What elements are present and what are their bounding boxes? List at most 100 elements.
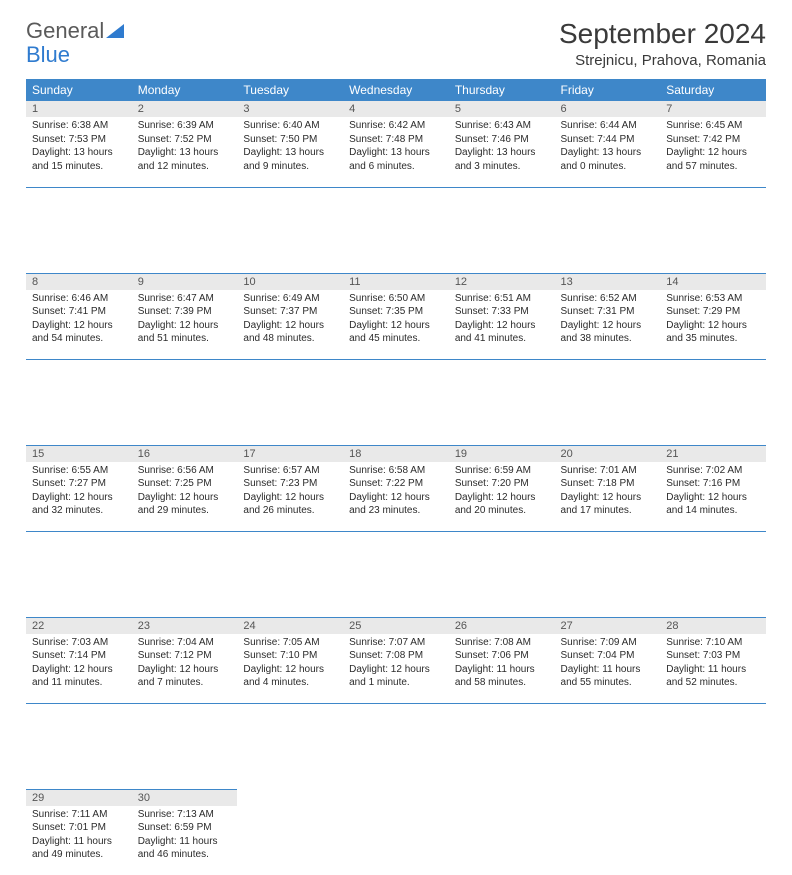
day-line: Sunrise: 6:39 AM	[138, 119, 232, 133]
day-cell: 22Sunrise: 7:03 AMSunset: 7:14 PMDayligh…	[26, 617, 132, 703]
day-body: Sunrise: 7:09 AMSunset: 7:04 PMDaylight:…	[555, 634, 661, 694]
day-line: and 15 minutes.	[32, 160, 126, 174]
day-body: Sunrise: 6:57 AMSunset: 7:23 PMDaylight:…	[237, 462, 343, 522]
day-body: Sunrise: 7:01 AMSunset: 7:18 PMDaylight:…	[555, 462, 661, 522]
day-line: Daylight: 12 hours	[243, 663, 337, 677]
day-line: Sunset: 7:20 PM	[455, 477, 549, 491]
day-number: 8	[26, 274, 132, 290]
day-line: Sunrise: 6:53 AM	[666, 292, 760, 306]
location: Strejnicu, Prahova, Romania	[559, 52, 766, 69]
day-line: and 4 minutes.	[243, 676, 337, 690]
day-line: Sunrise: 6:38 AM	[32, 119, 126, 133]
day-cell: 3Sunrise: 6:40 AMSunset: 7:50 PMDaylight…	[237, 101, 343, 187]
day-line: and 9 minutes.	[243, 160, 337, 174]
day-cell: 21Sunrise: 7:02 AMSunset: 7:16 PMDayligh…	[660, 445, 766, 531]
day-line: Sunrise: 6:46 AM	[32, 292, 126, 306]
day-line: Sunrise: 6:49 AM	[243, 292, 337, 306]
day-line: and 46 minutes.	[138, 848, 232, 862]
day-cell: 25Sunrise: 7:07 AMSunset: 7:08 PMDayligh…	[343, 617, 449, 703]
day-cell: 12Sunrise: 6:51 AMSunset: 7:33 PMDayligh…	[449, 273, 555, 359]
day-line: Daylight: 12 hours	[243, 319, 337, 333]
day-body: Sunrise: 6:56 AMSunset: 7:25 PMDaylight:…	[132, 462, 238, 522]
day-number: 6	[555, 101, 661, 117]
day-number: 20	[555, 446, 661, 462]
day-line: and 48 minutes.	[243, 332, 337, 346]
day-line: Daylight: 11 hours	[666, 663, 760, 677]
day-cell: 24Sunrise: 7:05 AMSunset: 7:10 PMDayligh…	[237, 617, 343, 703]
day-cell: 28Sunrise: 7:10 AMSunset: 7:03 PMDayligh…	[660, 617, 766, 703]
day-cell: 9Sunrise: 6:47 AMSunset: 7:39 PMDaylight…	[132, 273, 238, 359]
day-line: Sunrise: 6:59 AM	[455, 464, 549, 478]
day-cell: 23Sunrise: 7:04 AMSunset: 7:12 PMDayligh…	[132, 617, 238, 703]
week-row: 22Sunrise: 7:03 AMSunset: 7:14 PMDayligh…	[26, 617, 766, 703]
day-line: Sunrise: 6:40 AM	[243, 119, 337, 133]
day-cell: 29Sunrise: 7:11 AMSunset: 7:01 PMDayligh…	[26, 789, 132, 875]
day-line: Sunset: 7:16 PM	[666, 477, 760, 491]
day-line: Daylight: 12 hours	[561, 491, 655, 505]
day-line: Daylight: 11 hours	[138, 835, 232, 849]
day-line: Sunset: 7:22 PM	[349, 477, 443, 491]
page-title: September 2024	[559, 18, 766, 50]
day-line: Sunrise: 7:02 AM	[666, 464, 760, 478]
day-line: Sunrise: 6:45 AM	[666, 119, 760, 133]
day-line: Daylight: 12 hours	[138, 663, 232, 677]
day-number: 4	[343, 101, 449, 117]
day-number: 7	[660, 101, 766, 117]
day-number: 28	[660, 618, 766, 634]
day-line: Sunrise: 6:51 AM	[455, 292, 549, 306]
weekday-header: Wednesday	[343, 79, 449, 101]
day-line: and 29 minutes.	[138, 504, 232, 518]
day-line: Sunset: 7:01 PM	[32, 821, 126, 835]
day-number: 16	[132, 446, 238, 462]
day-line: Daylight: 12 hours	[455, 491, 549, 505]
week-row: 15Sunrise: 6:55 AMSunset: 7:27 PMDayligh…	[26, 445, 766, 531]
day-line: Daylight: 12 hours	[138, 319, 232, 333]
weekday-header: Saturday	[660, 79, 766, 101]
day-cell: 13Sunrise: 6:52 AMSunset: 7:31 PMDayligh…	[555, 273, 661, 359]
day-number: 26	[449, 618, 555, 634]
day-cell	[449, 789, 555, 875]
day-line: Sunrise: 7:01 AM	[561, 464, 655, 478]
day-line: Daylight: 13 hours	[561, 146, 655, 160]
day-cell: 2Sunrise: 6:39 AMSunset: 7:52 PMDaylight…	[132, 101, 238, 187]
day-line: Daylight: 12 hours	[455, 319, 549, 333]
day-number: 18	[343, 446, 449, 462]
day-number: 10	[237, 274, 343, 290]
day-line: Sunset: 6:59 PM	[138, 821, 232, 835]
day-line: Sunset: 7:18 PM	[561, 477, 655, 491]
day-number: 21	[660, 446, 766, 462]
weekday-header: Friday	[555, 79, 661, 101]
day-body: Sunrise: 6:40 AMSunset: 7:50 PMDaylight:…	[237, 117, 343, 177]
day-line: and 17 minutes.	[561, 504, 655, 518]
day-number: 30	[132, 790, 238, 806]
day-line: Sunset: 7:46 PM	[455, 133, 549, 147]
day-body: Sunrise: 6:47 AMSunset: 7:39 PMDaylight:…	[132, 290, 238, 350]
logo-part2: Blue	[26, 42, 70, 68]
day-cell: 19Sunrise: 6:59 AMSunset: 7:20 PMDayligh…	[449, 445, 555, 531]
logo-part1: General	[26, 18, 104, 44]
day-line: Sunset: 7:23 PM	[243, 477, 337, 491]
day-line: Daylight: 13 hours	[455, 146, 549, 160]
day-cell: 18Sunrise: 6:58 AMSunset: 7:22 PMDayligh…	[343, 445, 449, 531]
day-line: and 1 minute.	[349, 676, 443, 690]
day-number: 27	[555, 618, 661, 634]
day-body: Sunrise: 6:51 AMSunset: 7:33 PMDaylight:…	[449, 290, 555, 350]
day-line: Sunset: 7:41 PM	[32, 305, 126, 319]
day-cell: 15Sunrise: 6:55 AMSunset: 7:27 PMDayligh…	[26, 445, 132, 531]
day-number: 1	[26, 101, 132, 117]
day-number: 11	[343, 274, 449, 290]
day-body: Sunrise: 6:50 AMSunset: 7:35 PMDaylight:…	[343, 290, 449, 350]
day-line: Sunrise: 7:04 AM	[138, 636, 232, 650]
day-line: Daylight: 12 hours	[32, 663, 126, 677]
day-line: Sunrise: 7:09 AM	[561, 636, 655, 650]
day-line: Sunrise: 6:47 AM	[138, 292, 232, 306]
day-line: Daylight: 13 hours	[243, 146, 337, 160]
day-line: and 32 minutes.	[32, 504, 126, 518]
day-body: Sunrise: 6:39 AMSunset: 7:52 PMDaylight:…	[132, 117, 238, 177]
day-line: Daylight: 12 hours	[32, 491, 126, 505]
day-line: Sunrise: 7:03 AM	[32, 636, 126, 650]
day-line: Sunset: 7:25 PM	[138, 477, 232, 491]
day-cell	[660, 789, 766, 875]
day-line: and 12 minutes.	[138, 160, 232, 174]
day-body: Sunrise: 6:43 AMSunset: 7:46 PMDaylight:…	[449, 117, 555, 177]
